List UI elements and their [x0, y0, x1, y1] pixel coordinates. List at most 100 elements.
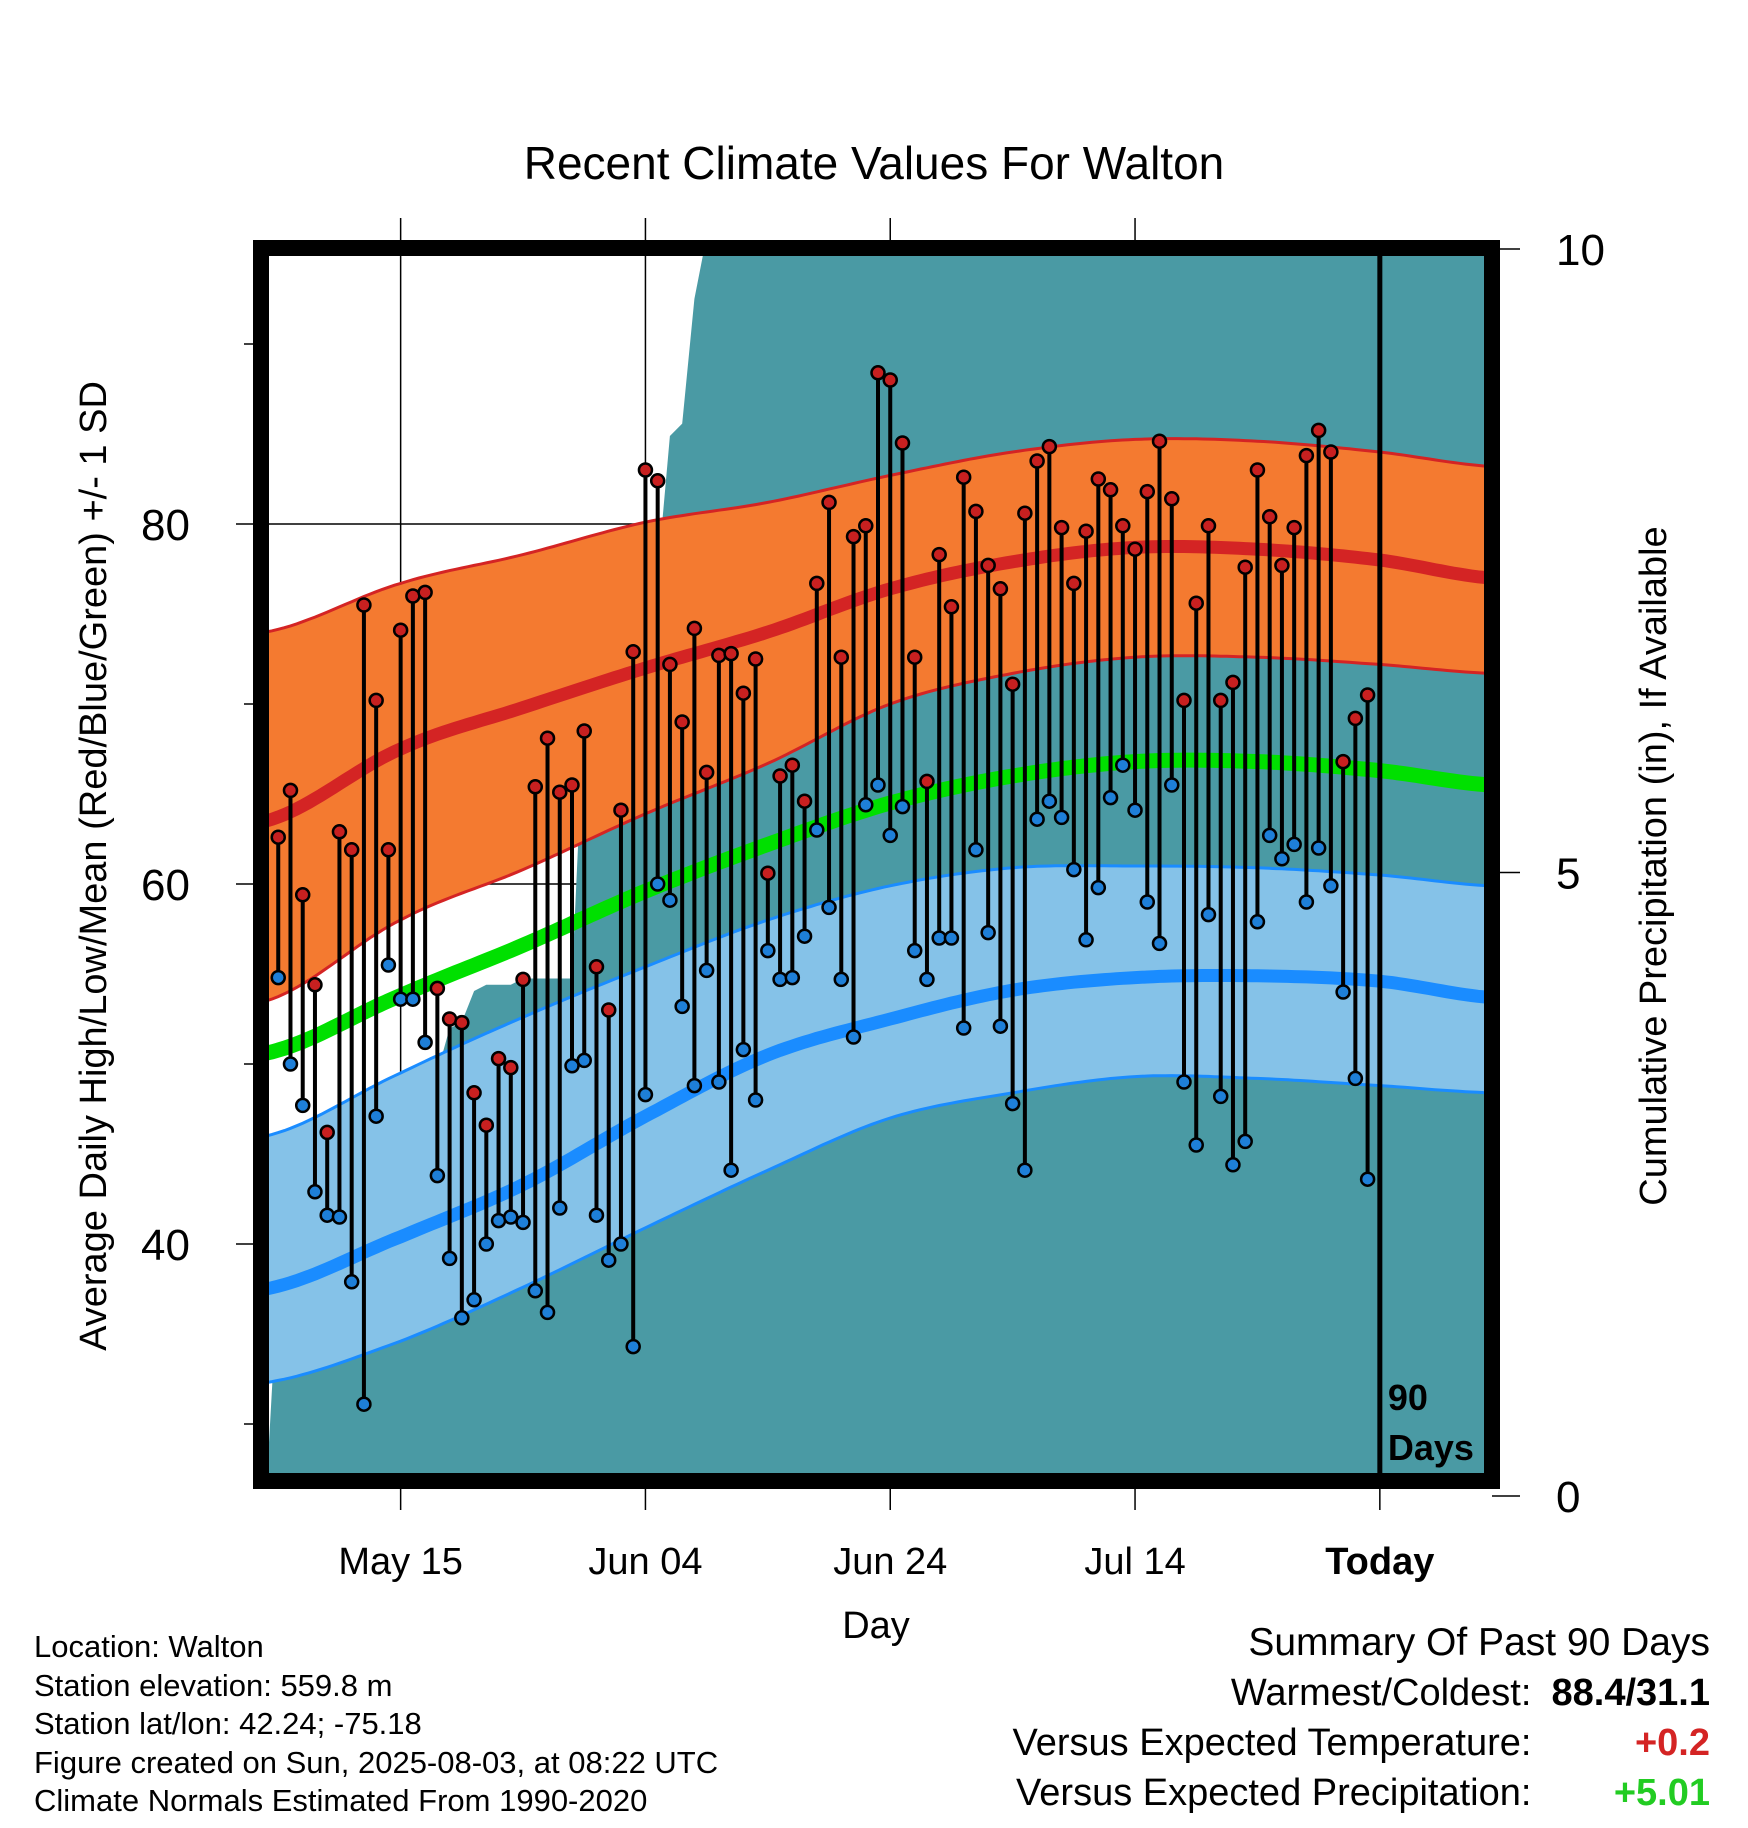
- daily-low-point: [894, 798, 911, 815]
- elevation-text: Station elevation: 559.8 m: [34, 1667, 393, 1703]
- daily-high-point: [1225, 674, 1241, 691]
- precip-value: +5.01: [1613, 1772, 1710, 1814]
- daily-low-point: [747, 1092, 764, 1108]
- daily-high-point: [858, 518, 874, 534]
- y-axis-label: Average Daily High/Low/Mean (Red/Blue/Gr…: [73, 381, 115, 1351]
- daily-low-point: [539, 1304, 556, 1321]
- daily-low-point: [331, 1209, 348, 1225]
- daily-high-point: [625, 644, 641, 660]
- plot-frame: [253, 240, 1500, 1489]
- days-annotation-number: 90: [1388, 1377, 1428, 1418]
- daily-low-point: [784, 969, 801, 986]
- station-info: Location: Walton Station elevation: 559.…: [34, 1628, 718, 1821]
- daily-high-point: [576, 723, 592, 739]
- daily-low-point: [649, 876, 666, 892]
- daily-high-point: [992, 581, 1009, 597]
- daily-low-point: [478, 1236, 495, 1252]
- y2-tick-label: 10: [1556, 226, 1605, 275]
- daily-high-point: [503, 1059, 519, 1076]
- daily-high-point: [478, 1117, 495, 1133]
- daily-high-point: [1188, 595, 1204, 611]
- daily-high-point: [600, 1002, 617, 1018]
- daily-low-point: [282, 1056, 299, 1072]
- daily-high-point: [1127, 541, 1143, 557]
- summary-heading: Summary Of Past 90 Days: [1248, 1621, 1710, 1664]
- daily-low-point: [356, 1396, 372, 1412]
- daily-high-point: [454, 1014, 470, 1031]
- daily-high-point: [882, 372, 898, 388]
- daily-high-point: [1029, 453, 1045, 469]
- chart-title: Recent Climate Values For Walton: [523, 137, 1225, 189]
- daily-high-point: [1176, 692, 1192, 709]
- daily-low-point: [1139, 894, 1156, 910]
- daily-high-point: [282, 782, 299, 799]
- daily-low-point: [821, 899, 837, 916]
- daily-high-point: [331, 824, 348, 840]
- daily-low-point: [1188, 1137, 1204, 1153]
- daily-low-point: [992, 1018, 1009, 1034]
- daily-high-point: [588, 959, 605, 975]
- daily-high-point: [343, 842, 360, 858]
- daily-high-point: [515, 971, 531, 988]
- daily-low-point: [968, 842, 984, 858]
- daily-high-point: [1274, 557, 1290, 574]
- daily-high-point: [417, 584, 433, 601]
- daily-low-point: [1347, 1070, 1364, 1087]
- daily-low-point: [858, 797, 874, 813]
- daily-low-point: [1102, 789, 1119, 806]
- daily-high-point: [1090, 471, 1107, 487]
- daily-high-point: [1004, 676, 1021, 692]
- x-tick-label: Jul 14: [1084, 1541, 1185, 1583]
- daily-low-point: [417, 1034, 433, 1051]
- daily-high-point: [1261, 509, 1278, 525]
- daily-low-point: [845, 1029, 862, 1045]
- daily-low-point: [809, 822, 825, 838]
- x-tick-label: Today: [1325, 1541, 1434, 1583]
- daily-low-point: [1041, 793, 1058, 809]
- daily-low-point: [552, 1200, 568, 1216]
- daily-low-point: [1323, 878, 1339, 894]
- daily-high-point: [1078, 523, 1094, 539]
- daily-high-point: [711, 647, 727, 664]
- daily-low-point: [943, 930, 960, 946]
- summary-temp-row: Versus Expected Temperature: +0.2: [1013, 1718, 1710, 1768]
- daily-high-point: [906, 649, 923, 665]
- daily-low-point: [637, 1086, 654, 1103]
- daily-low-point: [1225, 1157, 1241, 1173]
- daily-high-point: [674, 714, 690, 730]
- daily-low-point: [772, 971, 788, 988]
- daily-low-point: [1066, 861, 1082, 878]
- warmest-value: 88.4/31.1: [1551, 1672, 1710, 1714]
- daily-low-point: [1310, 840, 1327, 856]
- x-tick-label: May 15: [338, 1541, 463, 1583]
- temp-value: +0.2: [1634, 1722, 1710, 1764]
- daily-high-point: [943, 599, 960, 615]
- daily-low-point: [1176, 1074, 1192, 1090]
- daily-low-point: [405, 991, 421, 1007]
- daily-high-point: [1237, 559, 1253, 575]
- daily-high-point: [760, 865, 776, 881]
- daily-high-point: [1139, 483, 1156, 500]
- daily-low-point: [919, 971, 935, 988]
- daily-low-point: [1274, 851, 1290, 867]
- daily-high-point: [1053, 519, 1070, 536]
- daily-high-point: [870, 365, 886, 381]
- daily-high-point: [307, 977, 323, 993]
- daily-high-point: [1200, 518, 1217, 534]
- daily-low-point: [527, 1283, 544, 1299]
- daily-low-point: [1053, 809, 1070, 826]
- daily-high-point: [1298, 447, 1315, 464]
- daily-low-point: [1249, 914, 1266, 930]
- daily-high-point: [1017, 505, 1033, 521]
- daily-high-point: [662, 656, 678, 673]
- y2-tick-label: 5: [1556, 850, 1580, 899]
- daily-low-point: [906, 942, 923, 959]
- daily-low-point: [882, 827, 898, 844]
- daily-high-point: [821, 494, 837, 511]
- daily-high-point: [1041, 438, 1058, 455]
- daily-low-point: [1261, 827, 1278, 844]
- daily-low-point: [600, 1252, 617, 1268]
- daily-low-point: [319, 1207, 335, 1223]
- daily-high-point: [613, 802, 629, 818]
- daily-low-point: [1004, 1095, 1021, 1112]
